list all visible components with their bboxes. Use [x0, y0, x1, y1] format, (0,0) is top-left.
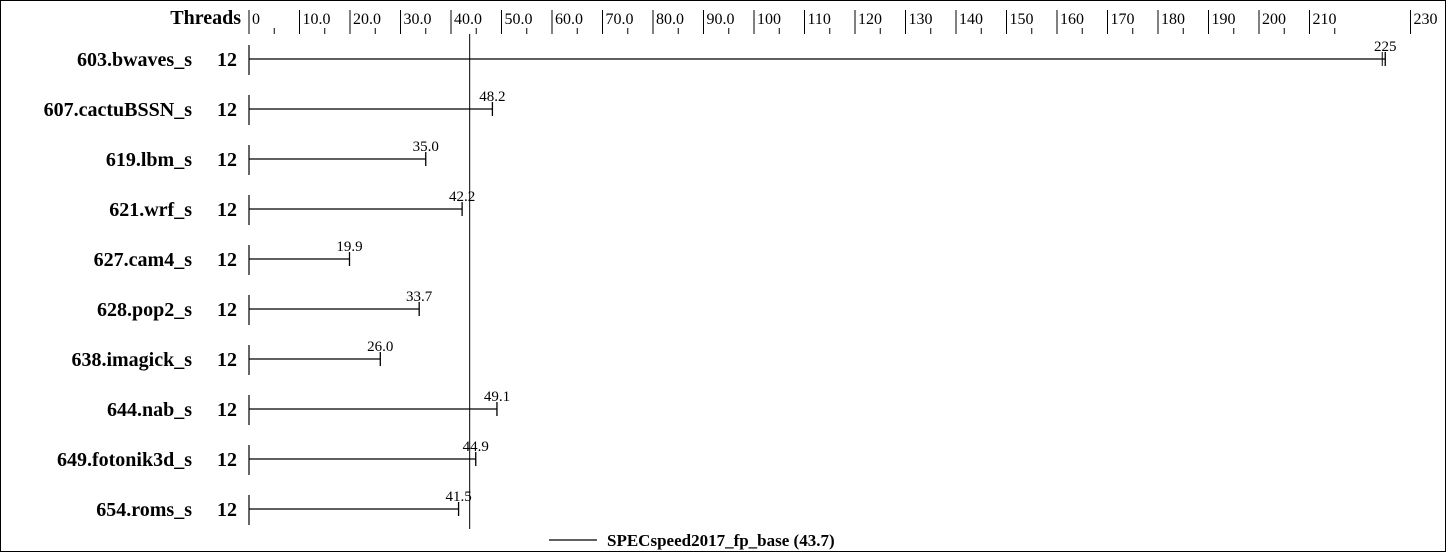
benchmark-name: 621.wrf_s [109, 199, 192, 221]
tick-label: 110 [808, 11, 831, 28]
threads-header: Threads [170, 7, 241, 29]
bar-row: 644.nab_s 12 49.1 [107, 389, 510, 425]
tick-label: 230 [1414, 11, 1438, 28]
bar-row: 654.roms_s 12 41.5 [96, 489, 472, 525]
value-label: 33.7 [406, 289, 433, 305]
tick-label: 90.0 [707, 11, 735, 28]
tick-label: 70.0 [606, 11, 634, 28]
tick-label: 0 [252, 11, 260, 28]
value-label: 35.0 [413, 139, 439, 155]
thread-count: 12 [217, 149, 237, 171]
tick-label: 50.0 [505, 11, 533, 28]
value-label: 19.9 [336, 239, 362, 255]
thread-count: 12 [217, 349, 237, 371]
tick-label: 160 [1060, 11, 1084, 28]
bar-row: 619.lbm_s 12 35.0 [106, 139, 439, 175]
tick-label: 10.0 [303, 11, 331, 28]
benchmark-name: 628.pop2_s [97, 299, 192, 321]
value-label: 42.2 [449, 189, 475, 205]
thread-count: 12 [217, 499, 237, 521]
value-label: 225 [1374, 39, 1397, 55]
tick-label: 140 [959, 11, 983, 28]
thread-count: 12 [217, 299, 237, 321]
benchmark-name: 644.nab_s [107, 399, 192, 421]
benchmark-name: 607.cactuBSSN_s [44, 99, 193, 121]
x-axis: 0 10.0 20.0 30.0 40.0 50.0 60.0 70.0 80.0 90.0 100… [248, 10, 1438, 529]
tick-label: 100 [757, 11, 781, 28]
bar-row: 627.cam4_s 12 19.9 [94, 239, 363, 275]
bar-row: 638.imagick_s 12 26.0 [71, 339, 393, 375]
value-label: 49.1 [484, 389, 510, 405]
thread-count: 12 [217, 399, 237, 421]
tick-label: 180 [1161, 11, 1185, 28]
legend: SPECspeed2017_fp_base (43.7) [549, 531, 835, 550]
benchmark-name: 619.lbm_s [106, 149, 192, 171]
thread-count: 12 [217, 99, 237, 121]
tick-label: 60.0 [555, 11, 583, 28]
bar-row: 649.fotonik3d_s 12 44.9 [57, 439, 489, 475]
bar-row: 621.wrf_s 12 42.2 [109, 189, 475, 225]
benchmark-name: 603.bwaves_s [77, 49, 192, 71]
tick-label: 170 [1111, 11, 1135, 28]
legend-label: SPECspeed2017_fp_base (43.7) [607, 531, 835, 550]
value-label: 48.2 [479, 89, 505, 105]
tick-label: 130 [909, 11, 933, 28]
tick-label: 200 [1262, 11, 1286, 28]
benchmark-name: 654.roms_s [96, 499, 192, 521]
tick-label: 150 [1010, 11, 1034, 28]
tick-label: 20.0 [353, 11, 381, 28]
value-label: 41.5 [445, 489, 471, 505]
benchmark-name: 638.imagick_s [71, 349, 192, 371]
tick-label: 40.0 [454, 11, 482, 28]
thread-count: 12 [217, 49, 237, 71]
bar-row: 603.bwaves_s 12 225 [77, 39, 1397, 75]
tick-label: 120 [858, 11, 882, 28]
value-label: 26.0 [367, 339, 393, 355]
bar-rows: 603.bwaves_s 12 225 607.cactuBSSN_s 12 48.2 61… [44, 39, 1397, 525]
value-label: 44.9 [463, 439, 489, 455]
tick-label: 210 [1313, 11, 1337, 28]
tick-label: 30.0 [404, 11, 432, 28]
thread-count: 12 [217, 449, 237, 471]
benchmark-name: 627.cam4_s [94, 249, 193, 271]
tick-label: 80.0 [656, 11, 684, 28]
benchmark-name: 649.fotonik3d_s [57, 449, 192, 471]
bar-row: 628.pop2_s 12 33.7 [97, 289, 433, 325]
tick-label: 190 [1212, 11, 1236, 28]
bar-row: 607.cactuBSSN_s 12 48.2 [44, 89, 506, 125]
thread-count: 12 [217, 199, 237, 221]
thread-count: 12 [217, 249, 237, 271]
